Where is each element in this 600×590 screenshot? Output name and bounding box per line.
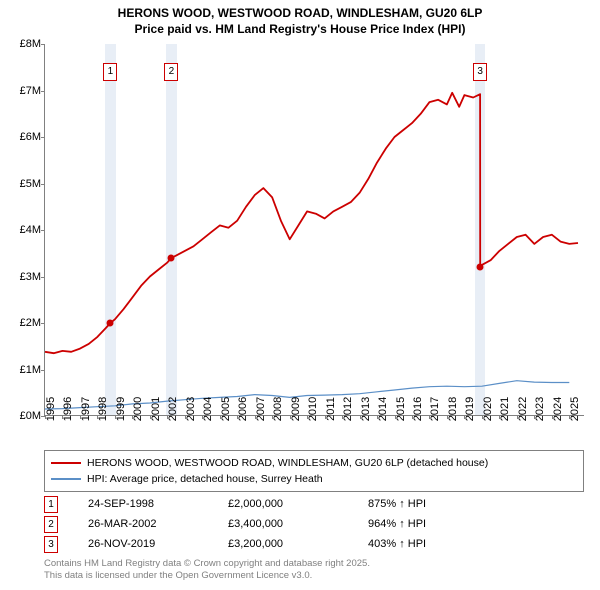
chart-lines-svg [45,44,585,416]
series-price_paid [45,93,578,353]
row-price-3: £3,200,000 [228,538,368,550]
marker-dot-2 [168,254,175,261]
x-tick-label: 2011 [325,397,337,421]
y-tick-mark [41,91,45,92]
y-tick-label: £0M [5,410,41,422]
footer-attribution: Contains HM Land Registry data © Crown c… [44,558,370,582]
x-tick-label: 2001 [150,397,162,421]
x-tick-label: 2003 [185,397,197,421]
x-tick-label: 2022 [517,397,529,421]
footer-line-2: This data is licensed under the Open Gov… [44,570,370,582]
legend-item-1: HERONS WOOD, WESTWOOD ROAD, WINDLESHAM, … [51,455,577,471]
legend-swatch-2 [51,478,81,480]
chart-title: HERONS WOOD, WESTWOOD ROAD, WINDLESHAM, … [0,0,600,37]
legend-swatch-1 [51,462,81,464]
y-tick-label: £5M [5,178,41,190]
row-pct-1: 875% ↑ HPI [368,498,584,510]
y-tick-label: £7M [5,85,41,97]
row-pct-3: 403% ↑ HPI [368,538,584,550]
x-tick-label: 1995 [45,397,57,421]
y-tick-mark [41,370,45,371]
x-tick-label: 2014 [377,397,389,421]
legend-box: HERONS WOOD, WESTWOOD ROAD, WINDLESHAM, … [44,450,584,492]
x-tick-label: 2018 [447,397,459,421]
x-tick-label: 2016 [412,397,424,421]
x-tick-label: 2015 [395,397,407,421]
x-tick-label: 2004 [202,397,214,421]
row-marker-3: 3 [44,536,58,553]
row-price-1: £2,000,000 [228,498,368,510]
x-tick-label: 2002 [167,397,179,421]
y-tick-mark [41,44,45,45]
marker-box-2: 2 [164,63,178,81]
table-row: 1 24-SEP-1998 £2,000,000 875% ↑ HPI [44,494,584,514]
x-tick-label: 2013 [360,397,372,421]
title-line-2: Price paid vs. HM Land Registry's House … [0,22,600,38]
x-tick-label: 2006 [237,397,249,421]
x-tick-label: 2009 [290,397,302,421]
row-marker-1: 1 [44,496,58,513]
marker-box-3: 3 [473,63,487,81]
row-date-2: 26-MAR-2002 [88,518,228,530]
x-tick-label: 2008 [272,397,284,421]
x-tick-label: 2020 [482,397,494,421]
y-tick-label: £3M [5,271,41,283]
y-tick-mark [41,277,45,278]
x-tick-label: 2007 [255,397,267,421]
y-tick-mark [41,323,45,324]
legend-label-2: HPI: Average price, detached house, Surr… [87,473,323,485]
x-tick-label: 2010 [307,397,319,421]
x-tick-label: 1999 [115,397,127,421]
row-marker-2: 2 [44,516,58,533]
row-price-2: £3,400,000 [228,518,368,530]
x-tick-label: 2023 [534,397,546,421]
title-line-1: HERONS WOOD, WESTWOOD ROAD, WINDLESHAM, … [0,6,600,22]
x-tick-label: 2021 [499,397,511,421]
x-tick-label: 1997 [80,397,92,421]
x-tick-label: 2000 [132,397,144,421]
marker-dot-1 [107,320,114,327]
y-tick-mark [41,230,45,231]
x-tick-label: 2019 [464,397,476,421]
y-tick-mark [41,184,45,185]
row-date-3: 26-NOV-2019 [88,538,228,550]
table-row: 3 26-NOV-2019 £3,200,000 403% ↑ HPI [44,534,584,554]
x-tick-label: 1996 [62,397,74,421]
row-date-1: 24-SEP-1998 [88,498,228,510]
legend-label-1: HERONS WOOD, WESTWOOD ROAD, WINDLESHAM, … [87,457,488,469]
chart-container: HERONS WOOD, WESTWOOD ROAD, WINDLESHAM, … [0,0,600,590]
y-tick-label: £2M [5,317,41,329]
footer-line-1: Contains HM Land Registry data © Crown c… [44,558,370,570]
legend-item-2: HPI: Average price, detached house, Surr… [51,471,577,487]
y-tick-label: £8M [5,38,41,50]
row-pct-2: 964% ↑ HPI [368,518,584,530]
table-row: 2 26-MAR-2002 £3,400,000 964% ↑ HPI [44,514,584,534]
transactions-table: 1 24-SEP-1998 £2,000,000 875% ↑ HPI 2 26… [44,494,584,554]
x-tick-label: 1998 [97,397,109,421]
y-tick-label: £4M [5,224,41,236]
x-tick-label: 2017 [429,397,441,421]
y-tick-label: £6M [5,131,41,143]
x-tick-label: 2025 [569,397,581,421]
x-tick-label: 2005 [220,397,232,421]
y-tick-mark [41,137,45,138]
y-tick-label: £1M [5,364,41,376]
x-tick-label: 2024 [552,397,564,421]
marker-dot-3 [477,264,484,271]
plot-area: £0M£1M£2M£3M£4M£5M£6M£7M£8M1995199619971… [44,44,584,416]
marker-box-1: 1 [103,63,117,81]
x-tick-label: 2012 [342,397,354,421]
